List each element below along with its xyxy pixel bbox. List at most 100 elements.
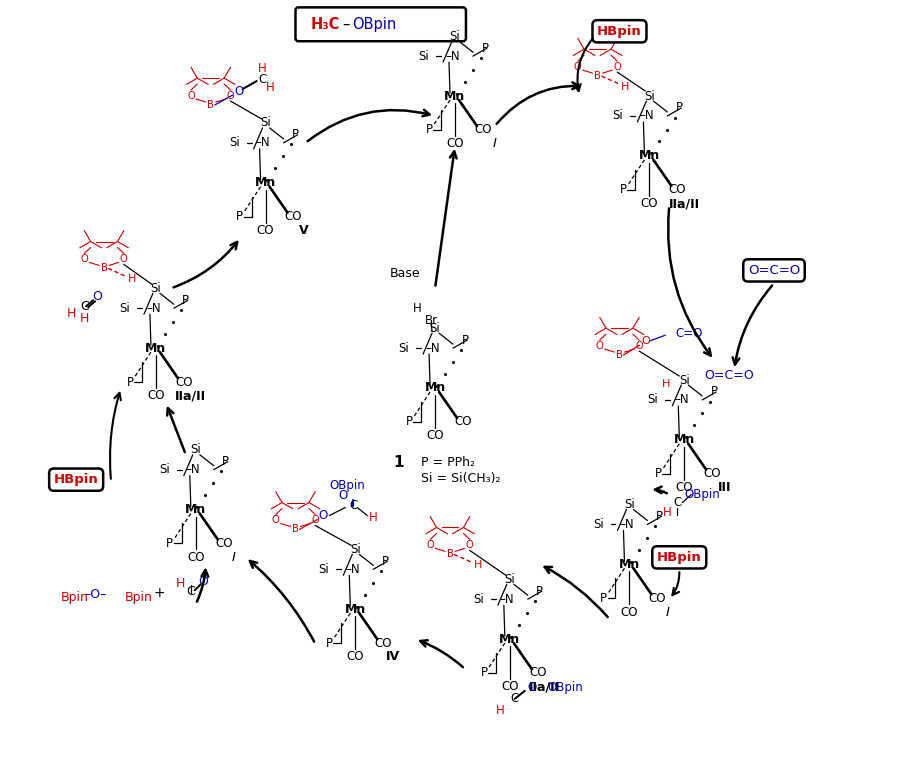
Text: CO: CO	[256, 224, 274, 237]
Text: –N: –N	[256, 136, 270, 150]
Text: –N: –N	[500, 593, 515, 606]
Text: O: O	[311, 516, 320, 526]
Text: O: O	[92, 290, 102, 303]
Text: Si: Si	[119, 302, 130, 315]
Text: H: H	[128, 274, 136, 284]
Text: O=C=O: O=C=O	[705, 368, 754, 381]
Text: Mn: Mn	[145, 342, 166, 354]
Text: C=O: C=O	[675, 327, 703, 340]
Text: P: P	[482, 42, 489, 55]
Text: Si: Si	[418, 50, 429, 63]
Text: HBpin: HBpin	[54, 473, 98, 486]
Text: CO: CO	[529, 666, 546, 679]
Text: IV: IV	[386, 650, 400, 663]
Text: H: H	[369, 511, 378, 524]
Text: OBpin: OBpin	[329, 479, 365, 492]
Text: P: P	[481, 666, 488, 679]
Text: O: O	[120, 254, 128, 264]
Text: P: P	[426, 124, 433, 137]
Text: CO: CO	[215, 537, 232, 550]
Text: Base: Base	[390, 267, 420, 280]
Text: CO: CO	[446, 138, 464, 151]
Text: Si: Si	[473, 593, 484, 606]
Text: H₃C: H₃C	[311, 17, 340, 32]
Text: CO: CO	[454, 416, 472, 429]
Text: CO: CO	[284, 210, 302, 223]
Text: P: P	[676, 102, 683, 115]
Text: H: H	[663, 506, 671, 519]
Text: I: I	[493, 138, 497, 151]
Text: B: B	[446, 549, 454, 559]
Text: –O–: –O–	[84, 588, 106, 601]
Text: Mn: Mn	[185, 503, 206, 516]
Text: H: H	[258, 62, 267, 75]
Text: Si: Si	[150, 282, 161, 295]
Text: O: O	[635, 342, 644, 351]
FancyBboxPatch shape	[295, 8, 466, 41]
Text: H: H	[621, 82, 630, 92]
Text: OBpin: OBpin	[684, 488, 720, 501]
Text: IIa/II: IIa/II	[529, 681, 561, 694]
Text: Bpin: Bpin	[125, 591, 153, 604]
Text: C: C	[673, 496, 681, 509]
Text: H: H	[496, 704, 504, 717]
Text: P: P	[183, 294, 189, 307]
Text: CO: CO	[676, 481, 693, 494]
Text: CO: CO	[501, 681, 518, 694]
Text: Bpin: Bpin	[61, 591, 89, 604]
Text: O: O	[272, 516, 280, 526]
Text: O: O	[80, 254, 88, 264]
Text: –N: –N	[619, 518, 634, 531]
Text: IIa/II: IIa/II	[669, 197, 700, 210]
Text: Br: Br	[425, 314, 437, 327]
Text: O: O	[427, 540, 434, 550]
Text: C: C	[258, 73, 266, 86]
Text: O: O	[198, 575, 208, 588]
Text: I: I	[231, 551, 236, 564]
Text: H: H	[176, 577, 185, 590]
Text: Mn: Mn	[345, 603, 366, 616]
Text: Si: Si	[679, 374, 689, 387]
Text: C: C	[186, 584, 195, 597]
Text: OBpin: OBpin	[352, 17, 397, 32]
Text: P: P	[536, 584, 544, 597]
Text: H: H	[266, 80, 274, 93]
Text: O: O	[227, 91, 234, 101]
Text: Mn: Mn	[673, 433, 695, 446]
Text: Si: Si	[593, 518, 604, 531]
Text: CO: CO	[148, 390, 165, 403]
Text: P: P	[292, 128, 299, 141]
Text: P: P	[620, 183, 627, 196]
Text: CO: CO	[176, 375, 193, 389]
Text: Mn: Mn	[500, 633, 520, 646]
Text: CO: CO	[427, 429, 444, 442]
Text: CO: CO	[474, 124, 491, 137]
Text: O: O	[527, 681, 536, 694]
Text: B: B	[594, 71, 601, 81]
Text: CO: CO	[641, 197, 658, 210]
Text: Si: Si	[191, 443, 202, 456]
Text: III: III	[717, 481, 731, 494]
Text: Mn: Mn	[425, 381, 446, 394]
Text: O: O	[614, 62, 621, 72]
Text: O: O	[187, 91, 195, 101]
Text: Si: Si	[350, 543, 361, 556]
Text: P: P	[406, 416, 412, 429]
Text: –N: –N	[674, 393, 688, 406]
Text: –N: –N	[346, 563, 360, 576]
Text: HBpin: HBpin	[597, 24, 642, 37]
Text: B: B	[207, 100, 214, 110]
Text: –N: –N	[425, 342, 440, 354]
Text: –N: –N	[445, 50, 460, 63]
Text: O: O	[641, 336, 650, 346]
Text: CO: CO	[374, 636, 392, 649]
Text: –: –	[343, 17, 350, 32]
Text: Si: Si	[613, 109, 624, 122]
Text: HBpin: HBpin	[657, 551, 702, 564]
Text: V: V	[299, 224, 309, 237]
Text: Mn: Mn	[445, 89, 465, 102]
Text: Si: Si	[504, 573, 515, 586]
Text: P: P	[326, 636, 333, 649]
Text: O=C=O: O=C=O	[748, 264, 800, 277]
Text: Si: Si	[399, 342, 410, 354]
